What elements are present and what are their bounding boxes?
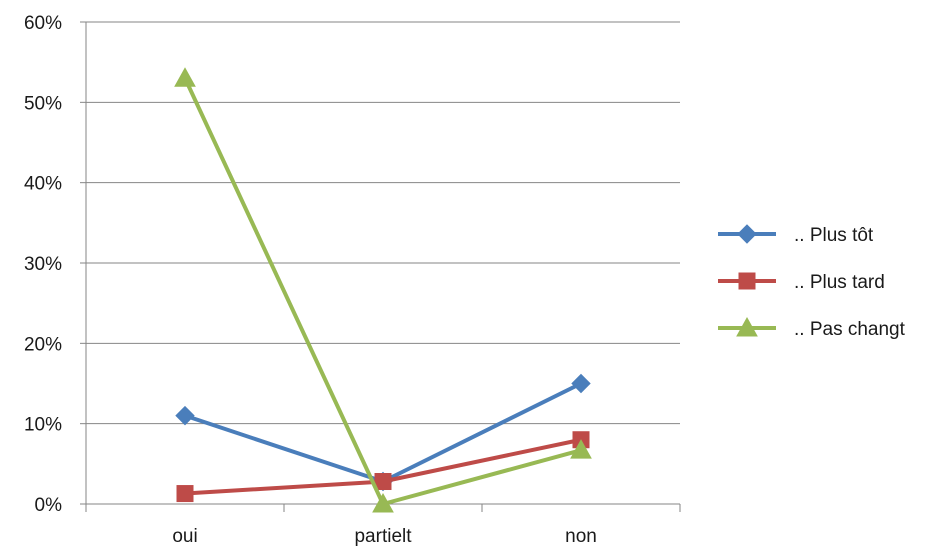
legend: .. Plus tôt .. Plus tard .. Pas changt	[718, 225, 906, 340]
data-point	[572, 375, 590, 393]
series-group	[175, 68, 591, 512]
data-point	[375, 474, 391, 490]
legend-marker	[739, 273, 755, 289]
data-point	[176, 407, 194, 425]
y-tick-labels: 0% 10% 20% 30% 40% 50% 60%	[24, 13, 62, 516]
legend-label: .. Plus tard	[794, 272, 885, 293]
legend-marker	[738, 225, 756, 243]
y-tick-label: 20%	[24, 334, 62, 355]
y-tick-label: 10%	[24, 415, 62, 436]
x-tick-label: oui	[172, 526, 197, 547]
y-tick-label: 0%	[35, 495, 63, 516]
y-tick-label: 60%	[24, 13, 62, 34]
data-point	[175, 68, 195, 86]
legend-label: .. Plus tôt	[794, 225, 874, 246]
legend-label: .. Pas changt	[794, 319, 906, 340]
data-point	[177, 486, 193, 502]
x-tick-labels: oui partielt non	[172, 526, 597, 547]
legend-item: .. Pas changt	[718, 318, 906, 340]
legend-item: .. Plus tard	[718, 272, 885, 293]
legend-item: .. Plus tôt	[718, 225, 874, 246]
x-tick-label: partielt	[354, 526, 412, 547]
series-2	[175, 68, 591, 512]
y-tick-label: 50%	[24, 93, 62, 114]
x-tick-label: non	[565, 526, 597, 547]
series-line	[185, 78, 581, 504]
y-tick-label: 30%	[24, 254, 62, 275]
y-tick-label: 40%	[24, 174, 62, 195]
gridlines	[80, 22, 680, 512]
